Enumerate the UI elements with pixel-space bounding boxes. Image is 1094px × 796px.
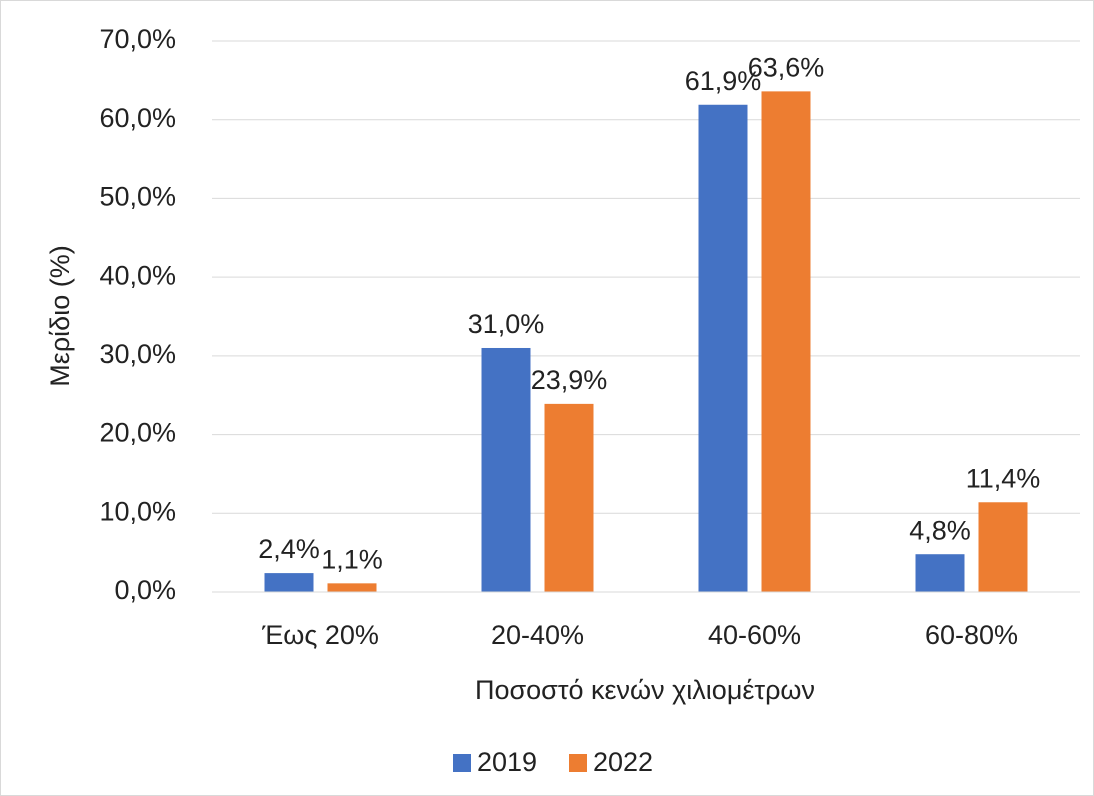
y-tick-label: 40,0% [99,260,176,290]
legend-swatch [569,754,587,772]
x-axis-title: Ποσοστό κενών χιλιομέτρων [475,675,815,705]
x-tick-label: Έως 20% [261,620,379,650]
x-tick-label: 60-80% [925,620,1018,650]
y-tick-label: 10,0% [99,496,176,526]
data-label: 11,4% [966,463,1041,493]
data-label: 2,4% [258,534,320,564]
data-label: 63,6% [748,53,825,83]
y-tick-label: 30,0% [99,339,176,369]
y-tick-label: 60,0% [99,103,176,133]
bar [698,104,748,592]
bar [544,403,594,592]
bar [761,91,811,593]
y-tick-label: 70,0% [99,24,176,54]
y-tick-label: 0,0% [114,575,176,605]
data-label: 61,9% [685,66,762,96]
y-tick-label: 20,0% [99,418,176,448]
x-tick-label: 40-60% [708,620,801,650]
y-tick-label: 50,0% [99,182,176,212]
bar [481,347,531,592]
data-label: 23,9% [531,365,608,395]
legend-label: 2022 [593,747,653,777]
bar [264,573,314,592]
legend-swatch [453,754,471,772]
bar [915,554,965,592]
y-axis-title: Μερίδιο (%) [45,245,75,386]
legend-label: 2019 [477,747,537,777]
x-tick-label: 20-40% [491,620,584,650]
bar [327,583,377,592]
bar [978,502,1028,592]
data-label: 31,0% [468,309,545,339]
data-label: 1,1% [321,544,383,574]
data-label: 4,8% [909,515,971,545]
